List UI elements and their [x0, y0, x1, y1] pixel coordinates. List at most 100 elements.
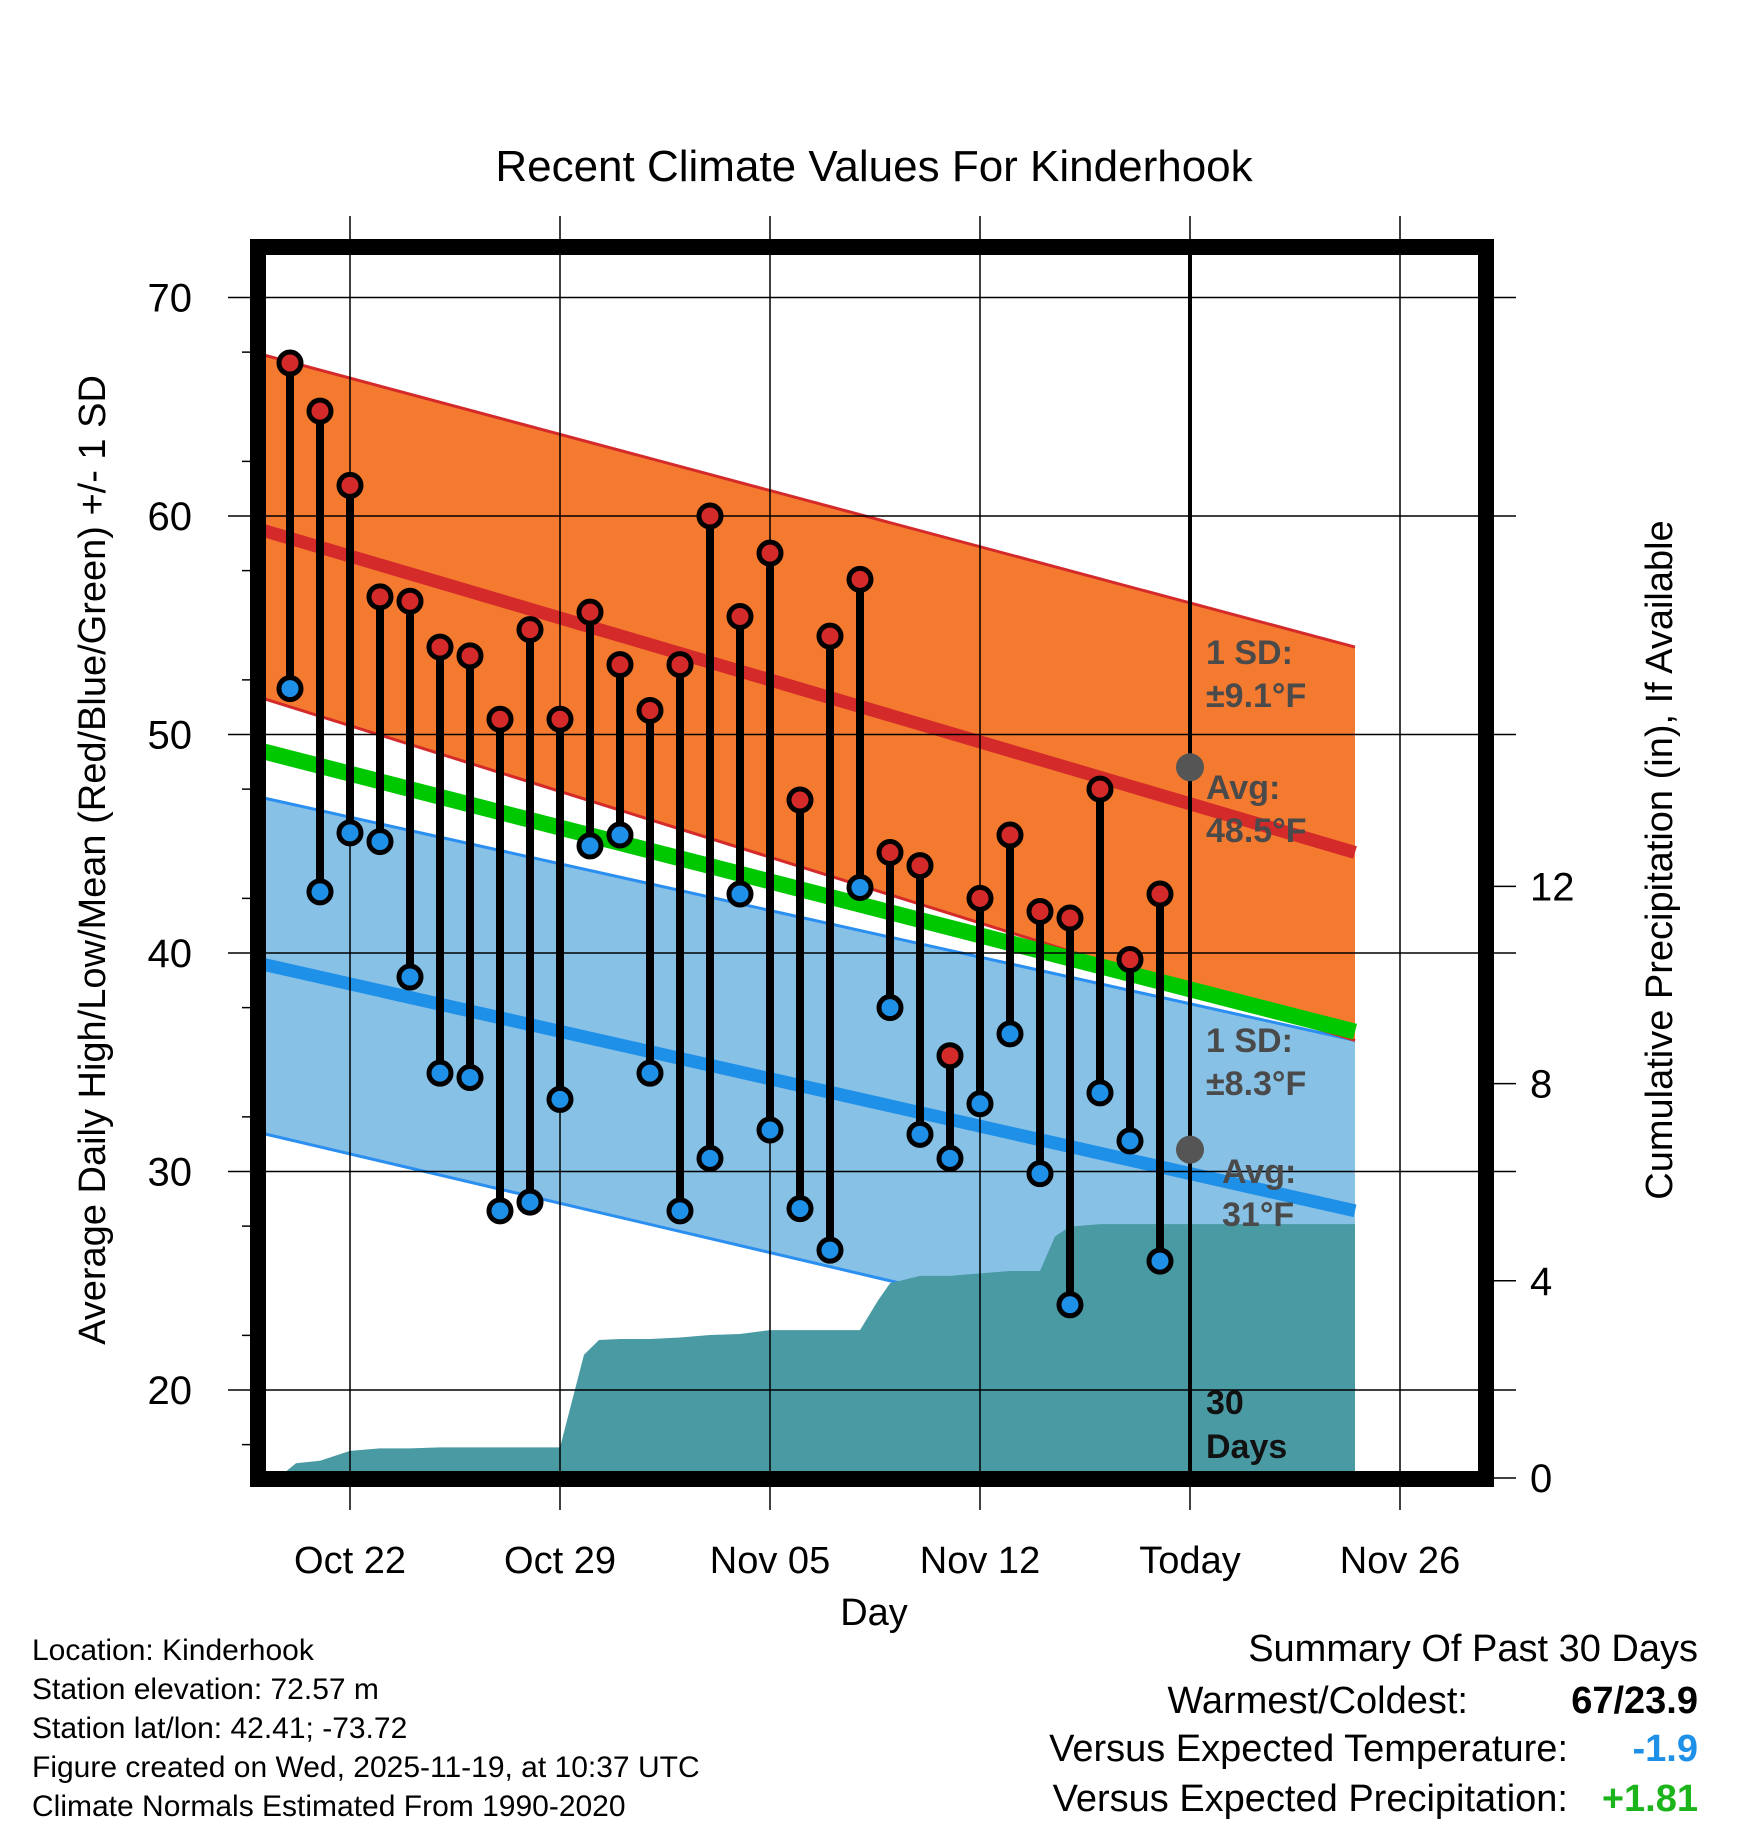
summary-precip-label: Versus Expected Precipitation: [1052, 1778, 1568, 1820]
daily-high-marker [486, 705, 514, 733]
daily-low-marker [516, 1188, 544, 1216]
summary-warmest-label: Warmest/Coldest: [1167, 1680, 1468, 1722]
today-avg-marker [1176, 753, 1204, 782]
daily-high-marker [816, 622, 844, 650]
daily-high-marker [756, 539, 784, 567]
high-avg-line [258, 522, 1357, 859]
y-tick-label: 30 [148, 1151, 193, 1195]
daily-low-marker [846, 873, 874, 901]
daily-high-marker [606, 651, 634, 679]
x-tick-label: Nov 12 [920, 1540, 1040, 1582]
daily-high-marker [786, 786, 814, 814]
y-axis-label: Average Daily High/Low/Mean (Red/Blue/Gr… [72, 375, 114, 1345]
daily-high-marker [666, 651, 694, 679]
daily-low-marker [1056, 1291, 1084, 1319]
high-avg-value: 48.5°F [1206, 812, 1307, 850]
daily-low-marker [1026, 1160, 1054, 1188]
daily-low-marker [486, 1197, 514, 1225]
daily-low-marker [756, 1116, 784, 1144]
daily-high-marker [636, 696, 664, 724]
high-sd-value: ±9.1°F [1206, 677, 1306, 715]
daily-high-marker [1146, 880, 1174, 908]
summary-title: Summary Of Past 30 Days [1248, 1628, 1698, 1670]
x-tick-label: Nov 05 [710, 1540, 830, 1582]
summary-temp-label: Versus Expected Temperature: [1049, 1728, 1568, 1770]
daily-high-marker [936, 1042, 964, 1070]
daily-high-marker [366, 583, 394, 611]
daily-low-marker [366, 828, 394, 856]
y-tick-label: 50 [148, 714, 193, 758]
daily-high-marker [906, 852, 934, 880]
daily-low-marker [1086, 1079, 1114, 1107]
summary-warmest-value: 67/23.9 [1571, 1680, 1698, 1722]
footer-normals: Climate Normals Estimated From 1990-2020 [32, 1790, 626, 1823]
daily-low-marker [276, 675, 304, 703]
mean-line [258, 741, 1357, 1040]
high-avg-label: Avg: [1206, 769, 1280, 807]
daily-low-marker [786, 1195, 814, 1223]
y-tick-label: 70 [148, 277, 193, 321]
x-tick-label: Oct 29 [504, 1540, 616, 1582]
daily-low-marker [546, 1085, 574, 1113]
daily-high-marker [726, 603, 754, 631]
low-avg-value: 31°F [1222, 1196, 1294, 1234]
daily-high-marker [996, 821, 1024, 849]
x-tick-label: Nov 26 [1340, 1540, 1460, 1582]
today-avg-marker [1176, 1135, 1204, 1164]
footer-latlon: Station lat/lon: 42.41; -73.72 [32, 1712, 408, 1745]
daily-low-marker [906, 1120, 934, 1148]
daily-high-marker [306, 397, 334, 425]
high-sd-upper-edge [258, 351, 1356, 649]
daily-low-marker [336, 819, 364, 847]
daily-high-marker [846, 565, 874, 593]
window-label: Days [1206, 1428, 1287, 1466]
daily-low-marker [396, 963, 424, 991]
summary-temp-value: -1.9 [1632, 1728, 1698, 1770]
daily-low-marker [966, 1090, 994, 1118]
footer-elevation: Station elevation: 72.57 m [32, 1673, 379, 1706]
daily-high-marker [516, 616, 544, 644]
high-sd-label: 1 SD: [1206, 634, 1293, 672]
daily-high-marker [336, 471, 364, 499]
daily-high-marker [876, 838, 904, 866]
plot-frame [250, 239, 1494, 1487]
low-avg-label: Avg: [1222, 1153, 1296, 1191]
daily-high-marker [396, 587, 424, 615]
daily-low-marker [426, 1059, 454, 1087]
low-avg-line [258, 956, 1357, 1218]
y2-tick-label: 12 [1530, 865, 1575, 909]
y2-tick-label: 0 [1530, 1457, 1552, 1501]
daily-low-marker [696, 1144, 724, 1172]
daily-low-marker [606, 821, 634, 849]
y-tick-label: 60 [148, 495, 193, 539]
daily-low-marker [996, 1020, 1024, 1048]
y-tick-label: 20 [148, 1369, 193, 1413]
daily-low-marker [726, 880, 754, 908]
daily-low-marker [1146, 1247, 1174, 1275]
daily-low-marker [936, 1144, 964, 1172]
x-tick-label: Oct 22 [294, 1540, 406, 1582]
daily-high-marker [696, 502, 724, 530]
daily-high-marker [966, 884, 994, 912]
daily-low-marker [666, 1197, 694, 1225]
low-sd-value: ±8.3°F [1206, 1065, 1306, 1103]
daily-high-marker [1056, 904, 1084, 932]
low-sd-label: 1 SD: [1206, 1022, 1293, 1060]
y2-tick-label: 8 [1530, 1063, 1552, 1107]
daily-low-marker [306, 878, 334, 906]
chart-title: Recent Climate Values For Kinderhook [495, 142, 1253, 191]
y-tick-label: 40 [148, 932, 193, 976]
daily-high-marker [576, 598, 604, 626]
daily-high-marker [1116, 946, 1144, 974]
footer-created: Figure created on Wed, 2025-11-19, at 10… [32, 1751, 700, 1784]
low-sd-upper-edge [258, 795, 1356, 1042]
footer-location: Location: Kinderhook [32, 1634, 314, 1667]
daily-high-marker [546, 705, 574, 733]
x-axis-label: Day [840, 1592, 908, 1634]
window-number: 30 [1206, 1384, 1244, 1422]
x-tick-label: Today [1139, 1540, 1240, 1582]
daily-high-marker [426, 633, 454, 661]
daily-low-marker [876, 994, 904, 1022]
daily-low-marker [816, 1236, 844, 1264]
